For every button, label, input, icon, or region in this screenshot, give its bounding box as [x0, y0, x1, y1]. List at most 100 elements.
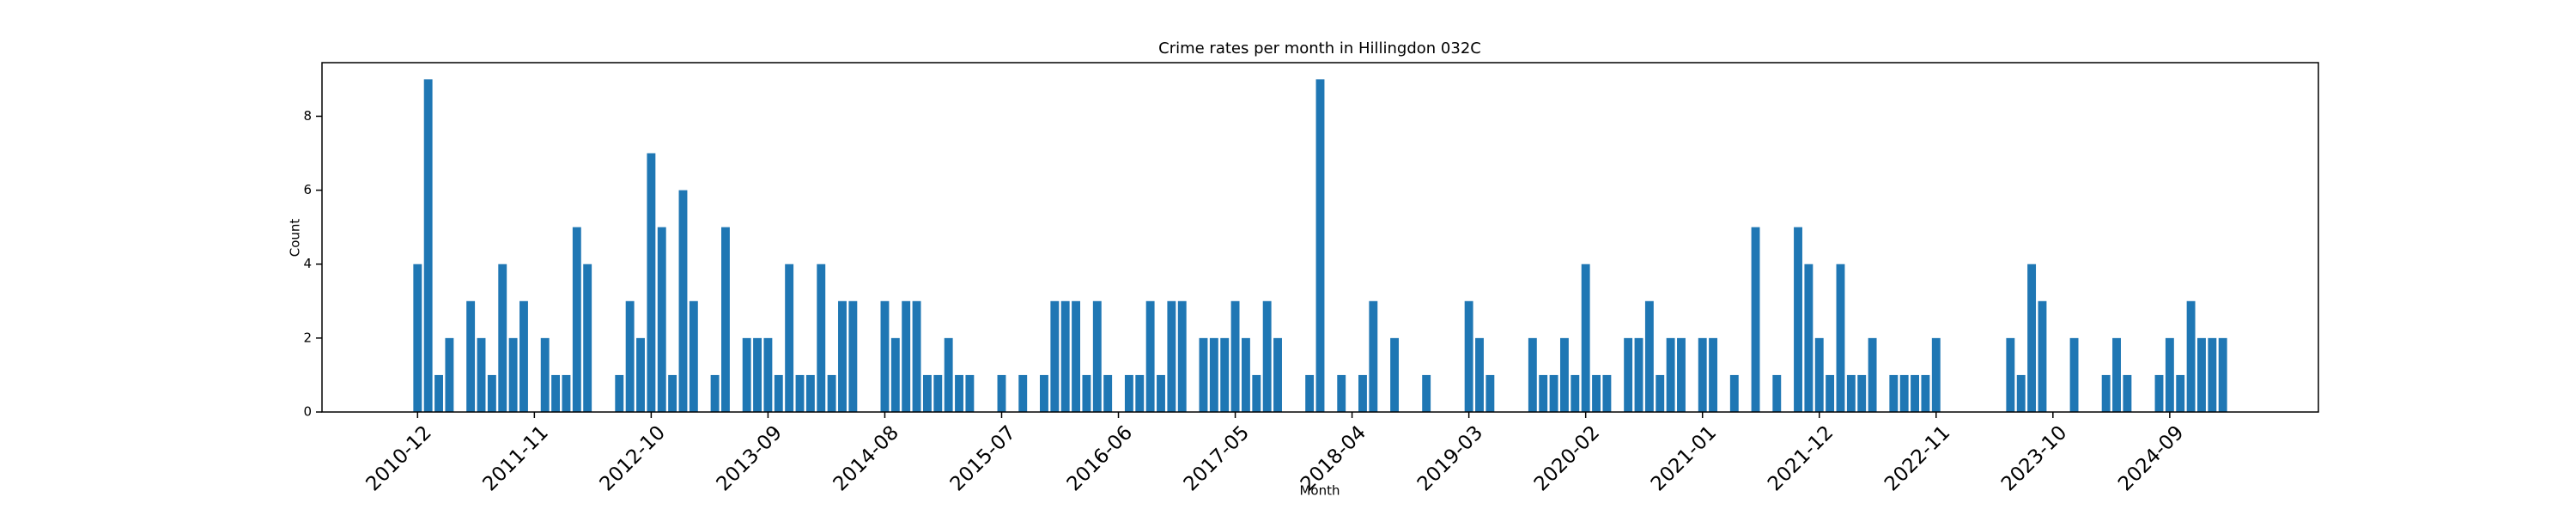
- bar: [933, 374, 943, 412]
- bar: [1135, 374, 1145, 412]
- bar: [1369, 300, 1378, 412]
- bar: [562, 374, 571, 412]
- bar: [1794, 227, 1802, 412]
- bar: [1772, 374, 1782, 412]
- bar: [1082, 374, 1091, 412]
- bar: [1262, 300, 1272, 412]
- bar: [2112, 337, 2121, 412]
- x-tick-label: 2014-08: [829, 421, 903, 495]
- bar: [423, 79, 433, 412]
- bar: [1581, 264, 1590, 412]
- bar: [615, 374, 624, 412]
- bar: [551, 374, 561, 412]
- bar: [1230, 300, 1240, 412]
- y-tick-label: 6: [303, 182, 312, 197]
- bar: [1018, 374, 1028, 412]
- bar: [1698, 337, 1707, 412]
- bar: [1656, 374, 1665, 412]
- x-tick-label: 2012-10: [596, 421, 670, 495]
- bar: [1220, 337, 1230, 412]
- bar: [795, 374, 805, 412]
- bar: [1751, 227, 1760, 412]
- bar: [636, 337, 645, 412]
- bar: [1899, 374, 1909, 412]
- bar: [1252, 374, 1261, 412]
- bar: [2027, 264, 2037, 412]
- bar: [1167, 300, 1176, 412]
- y-tick-label: 4: [303, 256, 312, 271]
- bar: [1804, 264, 1814, 412]
- bar: [2069, 337, 2079, 412]
- bar: [838, 300, 847, 412]
- bar: [1050, 300, 1060, 412]
- bar: [880, 300, 890, 412]
- bar: [1145, 300, 1155, 412]
- bar: [922, 374, 932, 412]
- plot-frame: [321, 62, 2319, 413]
- bar: [1060, 300, 1070, 412]
- bar: [1305, 374, 1315, 412]
- bar: [625, 300, 635, 412]
- bar: [477, 337, 486, 412]
- bar: [805, 374, 815, 412]
- bar: [498, 264, 507, 412]
- bar: [1857, 374, 1867, 412]
- bar: [519, 300, 528, 412]
- bar: [466, 300, 476, 412]
- bar: [1072, 300, 1081, 412]
- bar: [1549, 374, 1558, 412]
- bar: [413, 264, 422, 412]
- bar: [1931, 337, 1941, 412]
- bar: [753, 337, 762, 412]
- bar: [668, 374, 677, 412]
- bar: [1092, 300, 1102, 412]
- x-tick-label: 2021-12: [1764, 421, 1838, 495]
- bar: [997, 374, 1006, 412]
- bar: [817, 264, 826, 412]
- bar: [1241, 337, 1250, 412]
- bar: [2218, 337, 2227, 412]
- chart-title: Crime rates per month in Hillingdon 032C: [1158, 39, 1481, 58]
- bar: [1539, 374, 1548, 412]
- bar: [785, 264, 794, 412]
- bar: [1666, 337, 1675, 412]
- bar: [2186, 300, 2196, 412]
- bar: [1624, 337, 1633, 412]
- bar: [1571, 374, 1580, 412]
- x-tick-label: 2013-09: [713, 421, 787, 495]
- bar: [1836, 264, 1845, 412]
- bar: [1592, 374, 1601, 412]
- bar: [1103, 374, 1113, 412]
- bar: [1921, 374, 1930, 412]
- bar: [1422, 374, 1431, 412]
- bar: [2154, 374, 2164, 412]
- y-tick-label: 8: [303, 108, 312, 124]
- x-tick-label: 2011-11: [479, 421, 553, 495]
- bar: [434, 374, 443, 412]
- bar: [955, 374, 963, 412]
- x-tick-label: 2010-12: [362, 421, 436, 495]
- bar: [1889, 374, 1899, 412]
- bar: [1157, 374, 1165, 412]
- bar: [1475, 337, 1484, 412]
- bar: [944, 337, 953, 412]
- bar: [1390, 337, 1400, 412]
- bar: [890, 337, 900, 412]
- x-tick-label: 2022-11: [1880, 421, 1954, 495]
- bar: [1124, 374, 1133, 412]
- bar: [583, 264, 592, 412]
- bar: [2006, 337, 2015, 412]
- bar: [848, 300, 858, 412]
- bar: [1485, 374, 1495, 412]
- bar: [774, 374, 783, 412]
- y-axis-label: Count: [288, 219, 303, 258]
- bar: [2038, 300, 2047, 412]
- bar: [1177, 300, 1187, 412]
- bar: [1559, 337, 1569, 412]
- bar: [2101, 374, 2111, 412]
- bar: [2165, 337, 2174, 412]
- bar: [1199, 337, 1208, 412]
- bar: [1709, 337, 1718, 412]
- bar: [721, 227, 730, 412]
